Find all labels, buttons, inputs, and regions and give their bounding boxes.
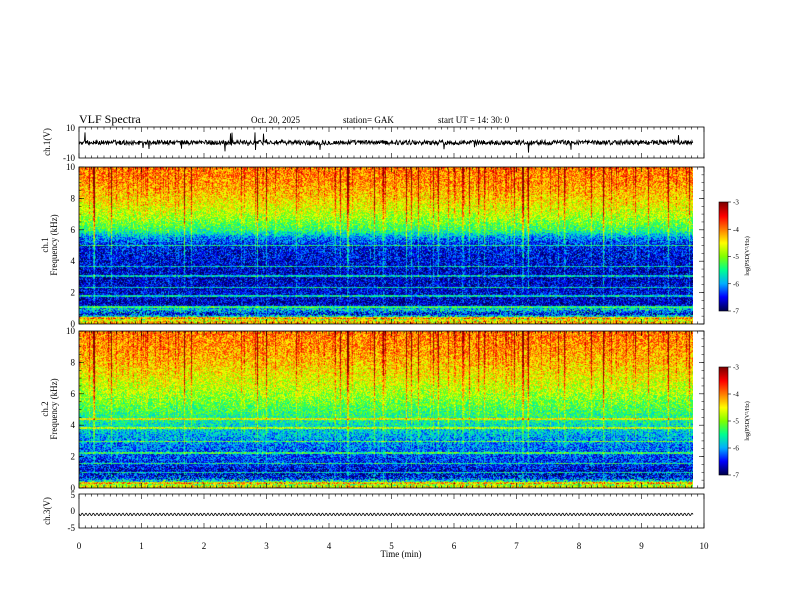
ch2-spectrogram-ylabel: Frequency (kHz) — [49, 378, 59, 439]
ch2-colorbar-label: log(PSD(V²/Hz) — [744, 401, 751, 440]
time-tick-label: 5 — [389, 541, 394, 551]
start-ut-label: start UT = 14: 30: 0 — [438, 115, 510, 125]
ch3-waveform-x-ticks — [78, 494, 705, 528]
colorbar-tick-label: -3 — [733, 199, 739, 207]
colorbar-tick-label: -5 — [733, 253, 739, 261]
time-tick-label: 4 — [327, 541, 332, 551]
ch2-spectrogram-axis: 0 2 4 6 8 10 — [66, 326, 705, 493]
ch2-spectrogram-image — [79, 331, 693, 488]
colorbar-tick-label: -7 — [733, 472, 739, 480]
ch1-waveform-ylabel: ch.1(V) — [42, 128, 52, 156]
y-tick-label: 2 — [71, 288, 76, 298]
time-tick-label: 8 — [577, 541, 582, 551]
ch1-colorbar — [719, 202, 728, 311]
colorbar-tick-label: -4 — [733, 226, 739, 234]
y-tick-label: 0 — [71, 319, 76, 329]
time-tick-label: 10 — [700, 541, 710, 551]
y-tick-label: 10 — [66, 326, 76, 336]
ch1-colorbar-ticks: -3 -4 -5 -6 -7 — [728, 199, 739, 316]
y-tick-label: 6 — [71, 225, 76, 235]
ch1-spectrogram-axis: 0 2 4 6 8 10 — [66, 162, 705, 329]
ch1-waveform-x-ticks — [78, 127, 705, 158]
time-axis-label: Time (min) — [381, 549, 422, 559]
colorbar-tick-label: -7 — [733, 308, 739, 316]
ch1-waveform-panel: 10 -10 ch.1(V) — [42, 123, 705, 163]
ch1-ytick-bottom: -10 — [63, 153, 75, 163]
colorbar-tick-label: -3 — [733, 364, 739, 372]
time-tick-label: 7 — [514, 541, 519, 551]
ch2-colorbar — [719, 367, 728, 475]
figure-title: VLF Spectra — [79, 112, 141, 126]
station-label: station= GAK — [343, 115, 394, 125]
ch3-ytick-middle: 0 — [71, 506, 76, 516]
ch2-colorbar-ticks: -3 -4 -5 -6 -7 — [728, 364, 739, 480]
ch2-spectrogram-channel-label: ch.2 — [40, 401, 50, 416]
colorbar-tick-label: -5 — [733, 418, 739, 426]
y-tick-label: 4 — [71, 420, 76, 430]
y-tick-label: 4 — [71, 256, 76, 266]
time-tick-label: 1 — [139, 541, 144, 551]
y-tick-label: 2 — [71, 452, 76, 462]
ch3-waveform-frame — [78, 493, 705, 529]
time-axis: 0 1 2 3 4 5 6 7 8 9 10 — [77, 541, 709, 551]
ch3-waveform-panel: 5 0 -5 ch.3(V) — [42, 490, 705, 533]
date-label: Oct. 20, 2025 — [251, 115, 300, 125]
ch1-spectrogram-image — [79, 167, 693, 324]
time-tick-label: 3 — [264, 541, 269, 551]
colorbar-tick-label: -4 — [733, 391, 739, 399]
time-tick-label: 0 — [77, 541, 82, 551]
ch3-waveform-ylabel: ch.3(V) — [42, 497, 52, 525]
colorbar-tick-label: -6 — [733, 445, 739, 453]
ch1-spectrogram-ylabel: Frequency (kHz) — [49, 214, 59, 275]
ch3-waveform-line — [78, 512, 694, 517]
colorbar-tick-label: -6 — [733, 280, 739, 288]
y-tick-label: 6 — [71, 389, 76, 399]
y-tick-label: 0 — [71, 483, 76, 493]
ch1-waveform-line — [78, 132, 694, 153]
y-tick-label: 8 — [71, 193, 76, 203]
time-tick-label: 9 — [639, 541, 644, 551]
time-tick-label: 2 — [202, 541, 207, 551]
y-tick-label: 10 — [66, 162, 76, 172]
ch1-ytick-top: 10 — [66, 123, 76, 133]
ch1-spectrogram-channel-label: ch.1 — [40, 237, 50, 252]
ch1-colorbar-label: log(PSD(V²/Hz) — [744, 236, 751, 275]
ch3-ytick-bottom: -5 — [68, 523, 76, 533]
ch3-ytick-top: 5 — [71, 490, 76, 500]
y-tick-label: 8 — [71, 357, 76, 367]
time-tick-label: 6 — [452, 541, 457, 551]
